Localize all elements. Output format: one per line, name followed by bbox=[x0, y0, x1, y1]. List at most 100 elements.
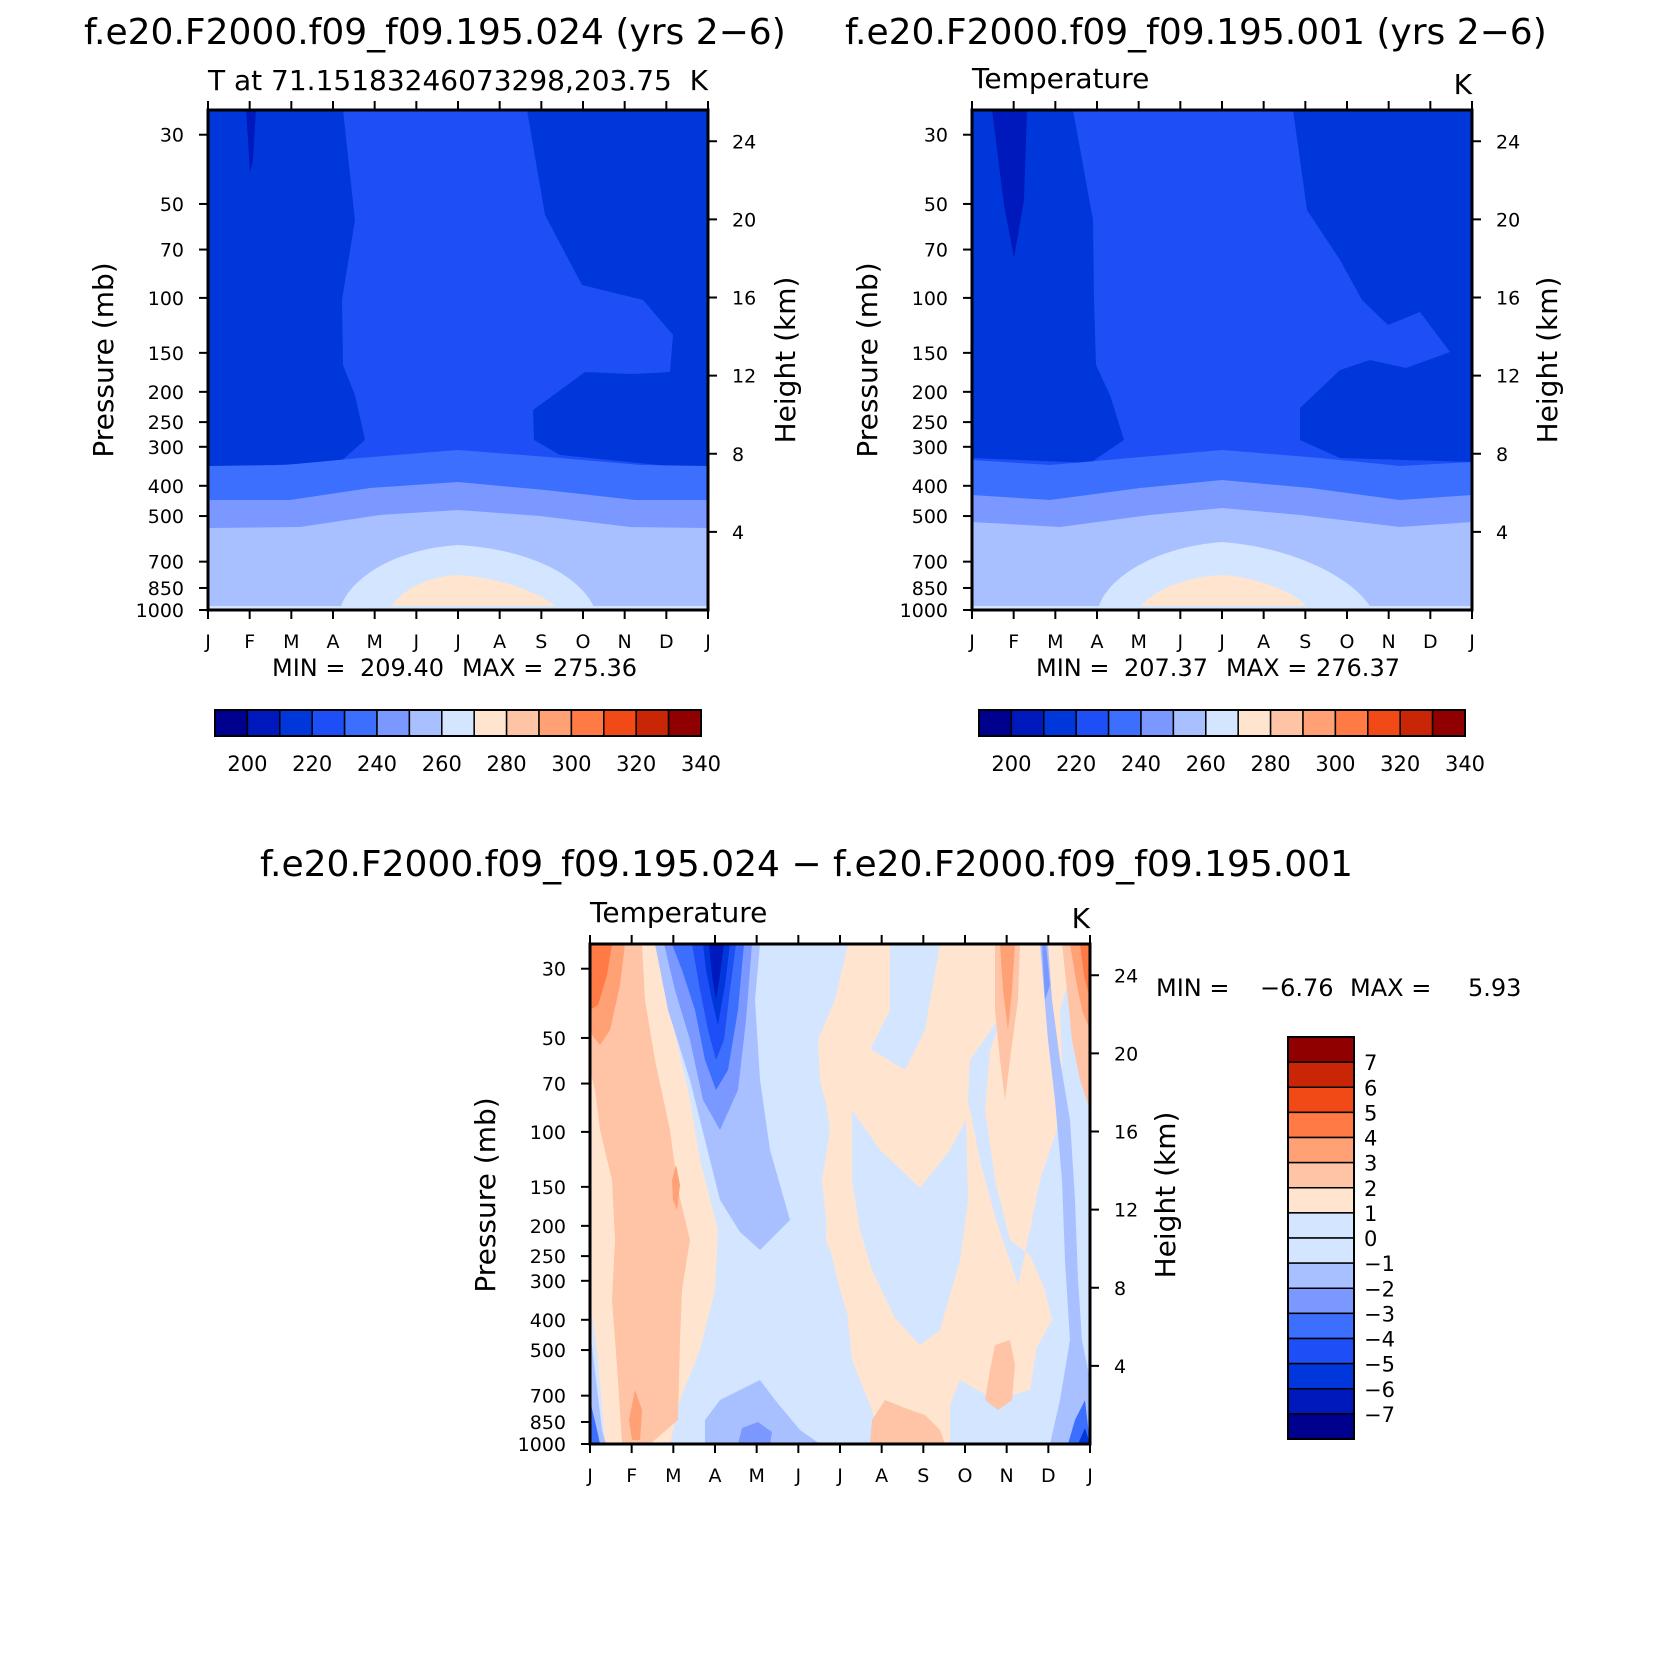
colorbar-swatch bbox=[1287, 1212, 1355, 1239]
colorbar-swatch bbox=[1075, 709, 1110, 737]
x-tick-label: O bbox=[958, 1465, 973, 1487]
colorbar-label: 220 bbox=[1056, 752, 1096, 776]
y-tick-label: 70 bbox=[542, 1074, 566, 1096]
colorbar-frame bbox=[1287, 1036, 1355, 1440]
panel-a-max-value: 275.36 bbox=[553, 654, 637, 682]
y-tick-label: 850 bbox=[530, 1412, 566, 1434]
colorbar-label: −6 bbox=[1364, 1378, 1395, 1402]
x-tick-label: M bbox=[366, 631, 382, 653]
diff-band-surface-cold bbox=[705, 1380, 820, 1444]
diff-band-1-2-right-low bbox=[985, 1340, 1015, 1410]
colorbar-swatch bbox=[1334, 709, 1369, 737]
y2-tick-label: 20 bbox=[1496, 209, 1520, 231]
panel-a-band-280 bbox=[390, 575, 560, 610]
x-tick-label: J bbox=[1468, 631, 1475, 653]
y-tick-label: 200 bbox=[912, 382, 948, 404]
x-tick-label: J bbox=[1086, 1465, 1093, 1487]
y-tick-label: 150 bbox=[912, 343, 948, 365]
panel-diff-plot-area bbox=[590, 944, 1090, 1444]
y-tick-label: 150 bbox=[148, 343, 184, 365]
x-tick-label: S bbox=[917, 1465, 929, 1487]
colorbar-swatch bbox=[1140, 709, 1175, 737]
y-tick-label: 500 bbox=[530, 1340, 566, 1362]
colorbar-label: 0 bbox=[1364, 1227, 1377, 1251]
colorbar-label: −2 bbox=[1364, 1277, 1395, 1301]
colorbar-label: 6 bbox=[1364, 1076, 1377, 1100]
panel-diff-title: f.e20.F2000.f09_f09.195.024 − f.e20.F200… bbox=[260, 844, 1353, 885]
x-tick-label: M bbox=[1047, 631, 1063, 653]
colorbar-label: 2 bbox=[1364, 1177, 1377, 1201]
y2-tick-label: 12 bbox=[1114, 1200, 1138, 1222]
y-tick-label: 700 bbox=[912, 552, 948, 574]
colorbar-label: 280 bbox=[1251, 752, 1291, 776]
panel-b-plot-area bbox=[972, 110, 1472, 610]
panel-b-ylabel: Pressure (mb) bbox=[851, 262, 884, 457]
diff-band-m3-m4-left-edge bbox=[590, 1400, 600, 1444]
panel-diff-max-label: MAX = bbox=[1350, 974, 1431, 1002]
colorbar-swatch bbox=[1287, 1136, 1355, 1164]
colorbar-label: 1 bbox=[1364, 1202, 1377, 1226]
colorbar-swatch bbox=[1287, 1362, 1355, 1390]
panel-diff-units: K bbox=[1072, 902, 1091, 935]
y-tick-label: 700 bbox=[148, 552, 184, 574]
colorbar-swatch bbox=[1367, 709, 1401, 737]
x-tick-label: A bbox=[1257, 631, 1270, 653]
x-tick-label: J bbox=[413, 631, 420, 653]
x-tick-label: D bbox=[1423, 631, 1438, 653]
panel-a-axes: J F M A M J J A S O N D J 30 50 70 100 150 200 250 300 400 500… bbox=[136, 101, 756, 653]
panel-a-title: f.e20.F2000.f09_f09.195.024 (yrs 2−6) bbox=[84, 12, 786, 53]
panel-diff-ylabel: Pressure (mb) bbox=[469, 1097, 502, 1292]
colorbar-swatch bbox=[538, 709, 573, 737]
y2-tick-label: 4 bbox=[1496, 522, 1508, 544]
colorbar-swatch bbox=[1287, 1086, 1355, 1114]
y-tick-label: 300 bbox=[912, 437, 948, 459]
colorbar-swatch bbox=[505, 709, 540, 737]
colorbar-swatch bbox=[1269, 709, 1304, 737]
colorbar-swatch bbox=[635, 709, 670, 737]
colorbar-swatch bbox=[978, 709, 1013, 737]
x-tick-label: S bbox=[535, 631, 547, 653]
y-tick-label: 70 bbox=[924, 240, 948, 262]
colorbar-swatch bbox=[311, 709, 346, 737]
colorbar-label: 3 bbox=[1364, 1152, 1377, 1176]
diff-band-1-2-left bbox=[590, 944, 690, 1444]
diff-band-m1-center-hole bbox=[852, 1110, 968, 1345]
panel-b-max-label: MAX = bbox=[1226, 654, 1307, 682]
colorbar-swatch bbox=[246, 709, 281, 737]
y-tick-label: 850 bbox=[912, 578, 948, 600]
y-tick-label: 400 bbox=[912, 476, 948, 498]
y-tick-label: 850 bbox=[148, 578, 184, 600]
panel-b-band-280 bbox=[1138, 575, 1310, 610]
x-tick-label: F bbox=[244, 631, 255, 653]
colorbar-label: 300 bbox=[551, 752, 591, 776]
y-tick-label: 100 bbox=[530, 1122, 566, 1144]
x-tick-label: M bbox=[748, 1465, 764, 1487]
panel-b-axes: J F M A M J J A S O N D J 30 50 70 100 150 200 250 300 400 500… bbox=[900, 101, 1520, 653]
panel-b-title: f.e20.F2000.f09_f09.195.001 (yrs 2−6) bbox=[845, 12, 1547, 53]
colorbar-swatch bbox=[473, 709, 508, 737]
colorbar-swatch bbox=[1107, 709, 1142, 737]
colorbar-label: −1 bbox=[1364, 1252, 1395, 1276]
y-tick-label: 700 bbox=[530, 1386, 566, 1408]
y2-tick-label: 12 bbox=[1496, 366, 1520, 388]
x-tick-label: D bbox=[1041, 1465, 1056, 1487]
x-tick-label: A bbox=[1091, 631, 1104, 653]
colorbar-swatch bbox=[1172, 709, 1207, 737]
y2-tick-label: 16 bbox=[732, 288, 756, 310]
colorbar-frame bbox=[978, 709, 1466, 737]
x-tick-label: J bbox=[204, 631, 211, 653]
diff-band-3-4-right-edge bbox=[1080, 944, 1090, 1000]
diff-band-2-3-right bbox=[1000, 944, 1015, 1030]
x-tick-label: M bbox=[283, 631, 299, 653]
colorbar-label: 240 bbox=[1121, 752, 1161, 776]
colorbar-swatch bbox=[1287, 1337, 1355, 1365]
x-tick-label: F bbox=[626, 1465, 637, 1487]
colorbar-swatch bbox=[441, 709, 475, 737]
diff-band-surface-cold-2 bbox=[738, 1422, 772, 1444]
colorbar-label: −3 bbox=[1364, 1302, 1395, 1326]
panel-a-colorbar: 200 220 240 260 280 300 320 340 bbox=[214, 709, 721, 776]
panel-a-min-value: 209.40 bbox=[360, 654, 444, 682]
x-tick-label: J bbox=[454, 631, 461, 653]
colorbar-label: 260 bbox=[422, 752, 462, 776]
